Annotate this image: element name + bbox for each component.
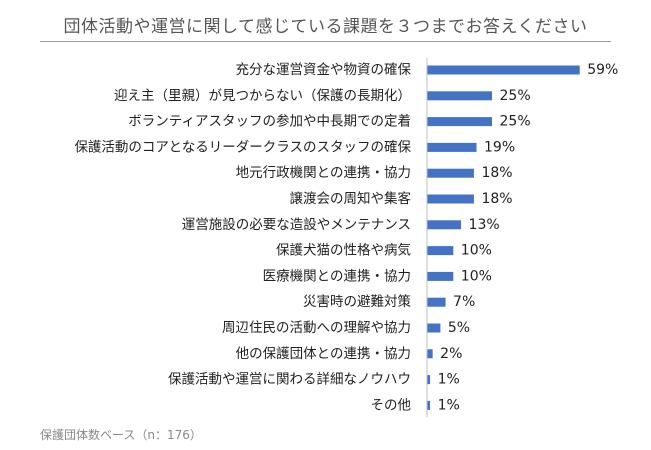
data-label: 13% [469, 217, 500, 233]
category-label: ボランティアスタッフの参加や中長期での定着 [128, 113, 411, 130]
data-label: 2% [440, 346, 462, 362]
bar [427, 349, 433, 359]
category-label: 迎え主（里親）が見つからない（保護の長期化） [114, 88, 411, 104]
category-label: 運営施設の必要な造設やメンテナンス [182, 217, 411, 233]
category-label: 地元行政機関との連携・協力 [236, 165, 411, 181]
title-underline [40, 41, 611, 42]
data-label: 18% [481, 191, 512, 207]
data-label: 1% [438, 372, 460, 388]
bar [427, 91, 492, 101]
bar [427, 194, 474, 204]
data-label: 25% [500, 114, 531, 130]
data-label: 10% [461, 268, 492, 284]
bar [427, 168, 474, 178]
category-label: 保護活動のコアとなるリーダークラスのスタッフの確保 [74, 139, 411, 155]
bar [427, 271, 454, 281]
category-label: その他 [371, 397, 412, 413]
category-label: 周辺住民の活動への理解や協力 [222, 320, 411, 336]
bar [427, 297, 446, 307]
bar [427, 142, 477, 152]
data-label: 18% [481, 165, 512, 181]
bar [427, 117, 492, 127]
bar [427, 65, 580, 75]
sample-base-note: 保護団体数ベース（n：176） [40, 428, 202, 442]
bar [427, 400, 431, 410]
category-label: 充分な運営資金や物資の確保 [236, 62, 412, 78]
category-label: 医療機関との連携・協力 [263, 267, 411, 284]
bar [427, 375, 431, 385]
data-label: 59% [587, 62, 618, 78]
bar [427, 220, 462, 230]
data-label: 5% [448, 320, 470, 336]
category-label: 災害時の避難対策 [303, 293, 411, 310]
bar [427, 246, 454, 256]
bar [427, 323, 441, 333]
category-label: 譲渡会の周知や集客 [290, 190, 412, 207]
data-label: 7% [453, 294, 475, 310]
data-label: 10% [461, 243, 492, 259]
data-label: 19% [484, 139, 515, 155]
data-label: 25% [500, 88, 531, 104]
category-label: 他の保護団体との連携・協力 [236, 346, 411, 362]
category-label: 保護活動や運営に関わる詳細なノウハウ [168, 372, 411, 388]
category-label: 保護犬猫の性格や病気 [276, 243, 411, 259]
chart-title: 団体活動や運営に関して感じている課題を３つまでお答えください [63, 17, 588, 37]
data-label: 1% [438, 397, 460, 413]
